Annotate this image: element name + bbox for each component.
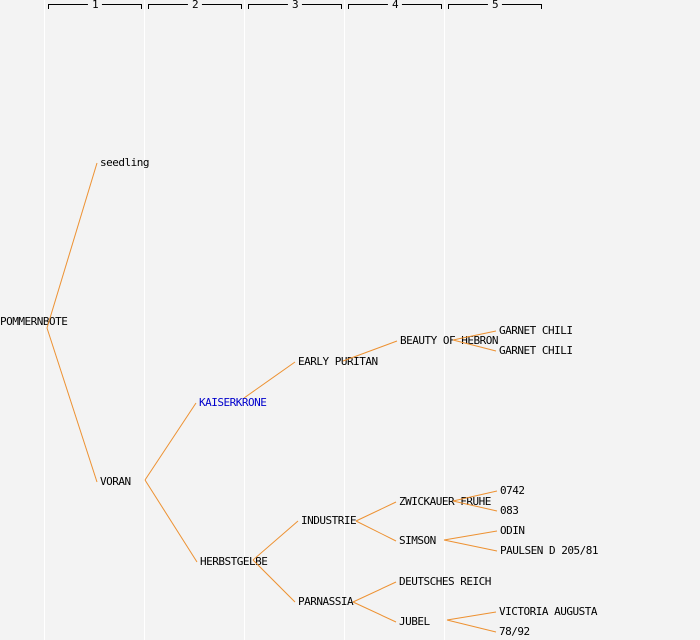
pedigree-node-garnet-chili-1[interactable]: GARNET CHILI (499, 324, 573, 337)
generation-number: 5 (487, 0, 503, 11)
generation-bracket-4: 4 (348, 0, 442, 11)
pedigree-node-deutsches-reich[interactable]: DEUTSCHES REICH (399, 575, 491, 588)
pedigree-node-pommernbote[interactable]: POMMERNBOTE (0, 315, 68, 328)
pedigree-node-jubel[interactable]: JUBEL (399, 615, 430, 628)
edge-parnassia-to-jubel (352, 601, 397, 623)
pedigree-node-simson[interactable]: SIMSON (399, 534, 436, 547)
generation-gridline-2 (144, 0, 145, 640)
generation-number: 4 (387, 0, 403, 11)
edge-simson-to-paulsen-d-205-81 (443, 539, 498, 552)
generation-number: 3 (287, 0, 303, 11)
generation-gridline-1 (44, 0, 45, 640)
edge-voran-to-kaiserkrone (144, 402, 197, 481)
generation-bracket-3: 3 (248, 0, 342, 11)
generation-number: 1 (87, 0, 103, 11)
pedigree-node-paulsen-d-205-81[interactable]: PAULSEN D 205/81 (500, 544, 598, 557)
pedigree-node-early-puritan[interactable]: EARLY PURITAN (298, 355, 378, 368)
pedigree-node-n0742[interactable]: 0742 (500, 484, 525, 497)
edge-pommernbote-to-voran (46, 327, 98, 483)
pedigree-node-n78-92[interactable]: 78/92 (499, 625, 530, 638)
generation-bracket-1: 1 (48, 0, 142, 11)
edge-pommernbote-to-seedling (46, 162, 98, 329)
pedigree-node-odin[interactable]: ODIN (500, 524, 525, 537)
generation-number: 2 (187, 0, 203, 11)
edge-simson-to-odin (443, 530, 498, 541)
pedigree-node-garnet-chili-2[interactable]: GARNET CHILI (499, 344, 573, 357)
pedigree-node-beauty-of-hebron[interactable]: BEAUTY OF HEBRON (400, 334, 498, 347)
edge-jubel-to-n78-92 (446, 619, 497, 633)
pedigree-node-seedling[interactable]: seedling (100, 156, 149, 169)
generation-bracket-2: 2 (148, 0, 242, 11)
generation-bracket-5: 5 (448, 0, 542, 11)
pedigree-node-zwickauer-fruhe[interactable]: ZWICKAUER FRUHE (399, 495, 491, 508)
pedigree-node-herbstgelbe[interactable]: HERBSTGELBE (200, 555, 268, 568)
edge-jubel-to-victoria-augusta (446, 611, 497, 621)
pedigree-node-industrie[interactable]: INDUSTRIE (301, 514, 357, 527)
edge-industrie-to-simson (355, 520, 397, 542)
pedigree-node-n083[interactable]: 083 (500, 504, 519, 517)
generation-gridline-4 (344, 0, 345, 640)
pedigree-node-parnassia[interactable]: PARNASSIA (298, 595, 354, 608)
pedigree-node-voran[interactable]: VORAN (100, 475, 131, 488)
pedigree-node-victoria-augusta[interactable]: VICTORIA AUGUSTA (499, 605, 597, 618)
edge-voran-to-herbstgelbe (144, 479, 198, 563)
edge-industrie-to-zwickauer-fruhe (355, 501, 397, 522)
generation-gridline-3 (244, 0, 245, 640)
pedigree-node-kaiserkrone[interactable]: KAISERKRONE (199, 396, 267, 409)
edge-parnassia-to-deutsches-reich (352, 581, 397, 603)
generation-gridline-5 (444, 0, 445, 640)
edge-kaiserkrone-to-early-puritan (243, 361, 296, 399)
